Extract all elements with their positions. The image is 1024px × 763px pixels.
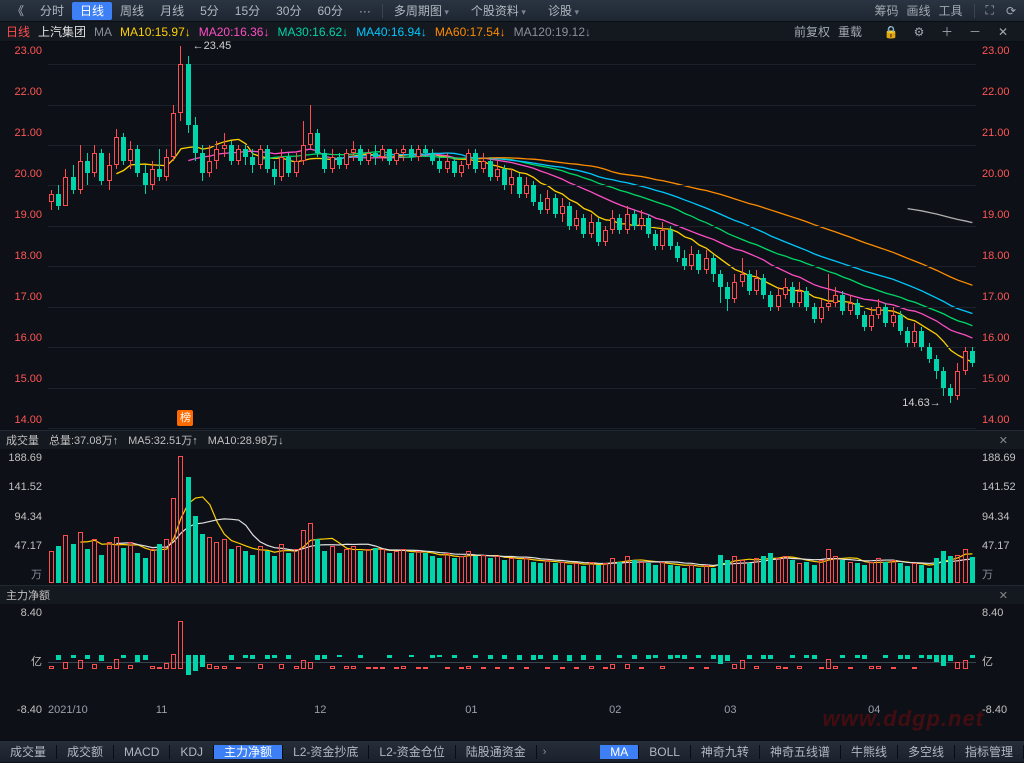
ma-indicator-5: MA30:16.62↓ <box>277 25 348 39</box>
toolbar-menu-1[interactable]: 画线 <box>903 4 935 18</box>
timeframe-tab-6[interactable]: 30分 <box>268 2 309 20</box>
ma-indicator-0: 日线 <box>6 25 30 39</box>
high-annotation: ←23.45 <box>193 40 232 52</box>
expand-icon[interactable]: ⛶ <box>982 3 998 18</box>
timeframe-tab-7[interactable]: 60分 <box>309 2 350 20</box>
timeframe-tab-3[interactable]: 月线 <box>152 2 192 20</box>
plus-icon[interactable]: ＋ <box>940 25 954 39</box>
vol-hdr-3: MA10:28.98万↓ <box>208 435 284 447</box>
ma-indicator-6: MA40:16.94↓ <box>356 25 427 39</box>
indicator-tab-4[interactable]: 主力净额 <box>214 745 283 759</box>
toolbar-dropdown-1[interactable]: 个股资料 <box>463 2 534 20</box>
mainflow-close-icon[interactable]: ✕ <box>999 589 1008 602</box>
indicator-tab-1[interactable]: 成交额 <box>57 745 114 759</box>
overlay-tab-6[interactable]: 指标管理 <box>955 745 1024 759</box>
timeframe-tab-8[interactable]: ··· <box>351 2 379 20</box>
overlay-tab-0[interactable]: MA <box>600 745 639 759</box>
watermark-text: www.ddgp.net <box>823 706 985 732</box>
indicator-tab-5[interactable]: L2-资金抄底 <box>283 745 369 759</box>
volume-y-axis-left: 188.69141.5294.3447.17万 <box>0 449 44 585</box>
timeframe-tab-1[interactable]: 日线 <box>72 2 112 20</box>
close-icon[interactable]: ✕ <box>996 25 1010 39</box>
indicator-tab-3[interactable]: KDJ <box>170 745 214 759</box>
vol-hdr-0: 成交量 <box>6 435 39 447</box>
indicator-tab-2[interactable]: MACD <box>114 745 170 759</box>
toolbar-menu-2[interactable]: 工具 <box>935 4 967 18</box>
gear-icon[interactable]: ⚙ <box>912 25 926 39</box>
refresh-icon[interactable]: ⟳ <box>1002 4 1020 18</box>
ma-indicator-4: MA20:16.36↓ <box>199 25 270 39</box>
info-right-1[interactable]: 重载 <box>838 25 862 39</box>
bottom-tab-bar: 成交量成交额MACDKDJ主力净额L2-资金抄底L2-资金仓位陆股通资金 › M… <box>0 740 1024 762</box>
volume-header: 成交量总量:37.08万↑ MA5:32.51万↑ MA10:28.98万↓ ✕ <box>0 431 1024 449</box>
mainflow-y-axis-left: 8.40亿-8.40 <box>0 604 44 720</box>
rong-badge[interactable]: 榜 <box>177 410 193 426</box>
overlay-tab-1[interactable]: BOLL <box>639 745 691 759</box>
indicator-tab-7[interactable]: 陆股通资金 <box>456 745 537 759</box>
vol-hdr-1: 总量:37.08万↑ <box>49 435 118 447</box>
lock-icon[interactable]: 🔒 <box>884 25 898 39</box>
timeframe-tab-0[interactable]: 分时 <box>32 2 72 20</box>
ma-indicator-8: MA120:19.12↓ <box>514 25 591 39</box>
overlay-tab-2[interactable]: 神奇九转 <box>691 745 760 759</box>
low-annotation: 14.63→ <box>902 397 941 409</box>
toolbar-dropdown-0[interactable]: 多周期图 <box>386 2 457 20</box>
indicator-tab-0[interactable]: 成交量 <box>0 745 57 759</box>
indicator-tab-6[interactable]: L2-资金仓位 <box>369 745 455 759</box>
overlay-tab-4[interactable]: 牛熊线 <box>841 745 898 759</box>
vol-hdr-2: MA5:32.51万↑ <box>128 435 198 447</box>
mainflow-y-axis-right: 8.40亿-8.40 <box>980 604 1024 720</box>
ma-indicator-7: MA60:17.54↓ <box>435 25 506 39</box>
overlay-tab-3[interactable]: 神奇五线谱 <box>760 745 841 759</box>
info-right-0[interactable]: 前复权 <box>794 25 830 39</box>
mainflow-chart[interactable]: 主力净额 ✕ 8.40亿-8.40 8.40亿-8.40 2021/101112… <box>0 585 1024 720</box>
volume-y-axis-right: 188.69141.5294.3447.17万 <box>980 449 1024 585</box>
price-chart[interactable]: 23.0022.0021.0020.0019.0018.0017.0016.00… <box>0 42 1024 430</box>
mainflow-header: 主力净额 ✕ <box>0 586 1024 604</box>
top-toolbar: 《 分时日线周线月线5分15分30分60分··· 多周期图个股资料诊股 筹码画线… <box>0 0 1024 22</box>
prev-chevron-icon[interactable]: 《 <box>4 0 32 21</box>
minus-icon[interactable]: － <box>968 25 982 39</box>
ma-indicator-3: MA10:15.97↓ <box>120 25 191 39</box>
timeframe-tab-5[interactable]: 15分 <box>227 2 268 20</box>
y-axis-right: 23.0022.0021.0020.0019.0018.0017.0016.00… <box>980 42 1024 430</box>
flow-hdr-0: 主力净额 <box>6 590 50 602</box>
ma-info-bar: 日线上汽集团 MA MA10:15.97↓ MA20:16.36↓ MA30:16.62… <box>0 22 1024 42</box>
timeframe-tab-2[interactable]: 周线 <box>112 2 152 20</box>
overlay-tab-5[interactable]: 多空线 <box>898 745 955 759</box>
toolbar-menu-0[interactable]: 筹码 <box>870 4 902 18</box>
volume-chart[interactable]: 成交量总量:37.08万↑ MA5:32.51万↑ MA10:28.98万↓ ✕ 1… <box>0 430 1024 585</box>
timeframe-tab-4[interactable]: 5分 <box>192 2 227 20</box>
toolbar-dropdown-2[interactable]: 诊股 <box>540 2 587 20</box>
tabs-more-icon[interactable]: › <box>537 746 553 758</box>
ma-indicator-2: MA <box>94 25 112 39</box>
y-axis-left: 23.0022.0021.0020.0019.0018.0017.0016.00… <box>0 42 44 430</box>
ma-indicator-1: 上汽集团 <box>38 25 86 39</box>
volume-close-icon[interactable]: ✕ <box>999 434 1008 447</box>
